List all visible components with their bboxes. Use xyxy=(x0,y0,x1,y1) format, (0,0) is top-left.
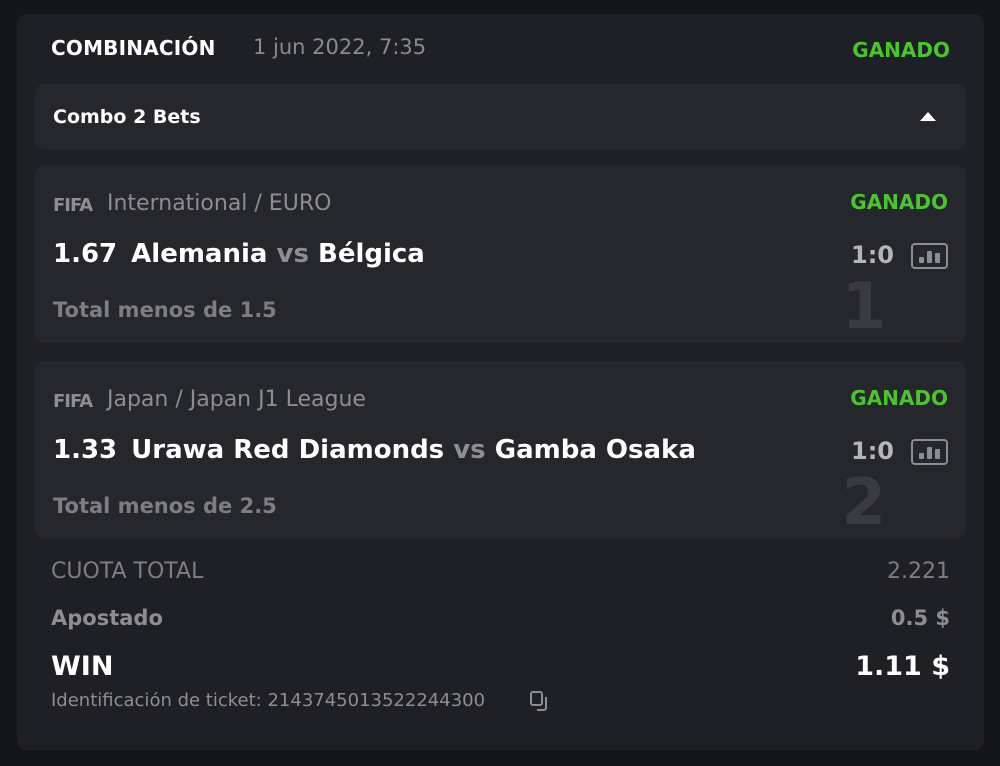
bet-index: 1 xyxy=(841,270,886,343)
bet-odd: 1.67 xyxy=(53,239,118,269)
vs-label: vs xyxy=(276,239,309,269)
total-odds-label: CUOTA TOTAL xyxy=(51,559,204,584)
stats-icon[interactable] xyxy=(911,439,948,465)
combo-toggle[interactable]: Combo 2 Bets xyxy=(35,84,966,150)
combo-label: Combo 2 Bets xyxy=(53,106,201,128)
ticket-date: 1 jun 2022, 7:35 xyxy=(253,35,427,59)
bet-market: Total menos de 2.5 xyxy=(53,494,277,518)
home-team: Alemania xyxy=(131,239,268,269)
bet-ticket-card: COMBINACIÓN 1 jun 2022, 7:35 GANADO Comb… xyxy=(17,14,984,750)
stake-label: Apostado xyxy=(51,606,163,630)
league-name: International / EURO xyxy=(107,191,332,216)
caret-up-icon xyxy=(920,112,936,121)
away-team: Gamba Osaka xyxy=(494,435,696,465)
bet-item: 2 FIFA Japan / Japan J1 League GANADO 1.… xyxy=(35,361,966,539)
bet-status: GANADO xyxy=(850,190,948,214)
match-score: 1:0 xyxy=(851,437,894,465)
home-team: Urawa Red Diamonds xyxy=(131,435,445,465)
win-label: WIN xyxy=(51,651,114,682)
match-line: 1.33 Urawa Red Diamonds vs Gamba Osaka xyxy=(53,435,696,465)
stake-value: 0.5 $ xyxy=(890,606,950,630)
ticket-type: COMBINACIÓN xyxy=(51,36,216,60)
match-score: 1:0 xyxy=(851,241,894,269)
vs-label: vs xyxy=(453,435,486,465)
win-value: 1.11 $ xyxy=(855,651,950,682)
ticket-id: Identificación de ticket: 21437450135222… xyxy=(51,690,486,711)
bet-odd: 1.33 xyxy=(53,435,118,465)
bet-market: Total menos de 1.5 xyxy=(53,298,277,322)
bet-index: 2 xyxy=(841,466,886,539)
stats-icon[interactable] xyxy=(911,243,948,269)
fifa-logo-icon: FIFA xyxy=(53,195,93,216)
copy-icon[interactable] xyxy=(529,690,551,712)
bet-status: GANADO xyxy=(850,386,948,410)
fifa-logo-icon: FIFA xyxy=(53,391,93,412)
ticket-status-badge: GANADO xyxy=(852,38,950,62)
league-name: Japan / Japan J1 League xyxy=(107,387,366,412)
match-line: 1.67 Alemania vs Bélgica xyxy=(53,239,425,269)
bet-item: 1 FIFA International / EURO GANADO 1.67 A… xyxy=(35,165,966,343)
total-odds-value: 2.221 xyxy=(887,559,950,584)
away-team: Bélgica xyxy=(318,239,425,269)
